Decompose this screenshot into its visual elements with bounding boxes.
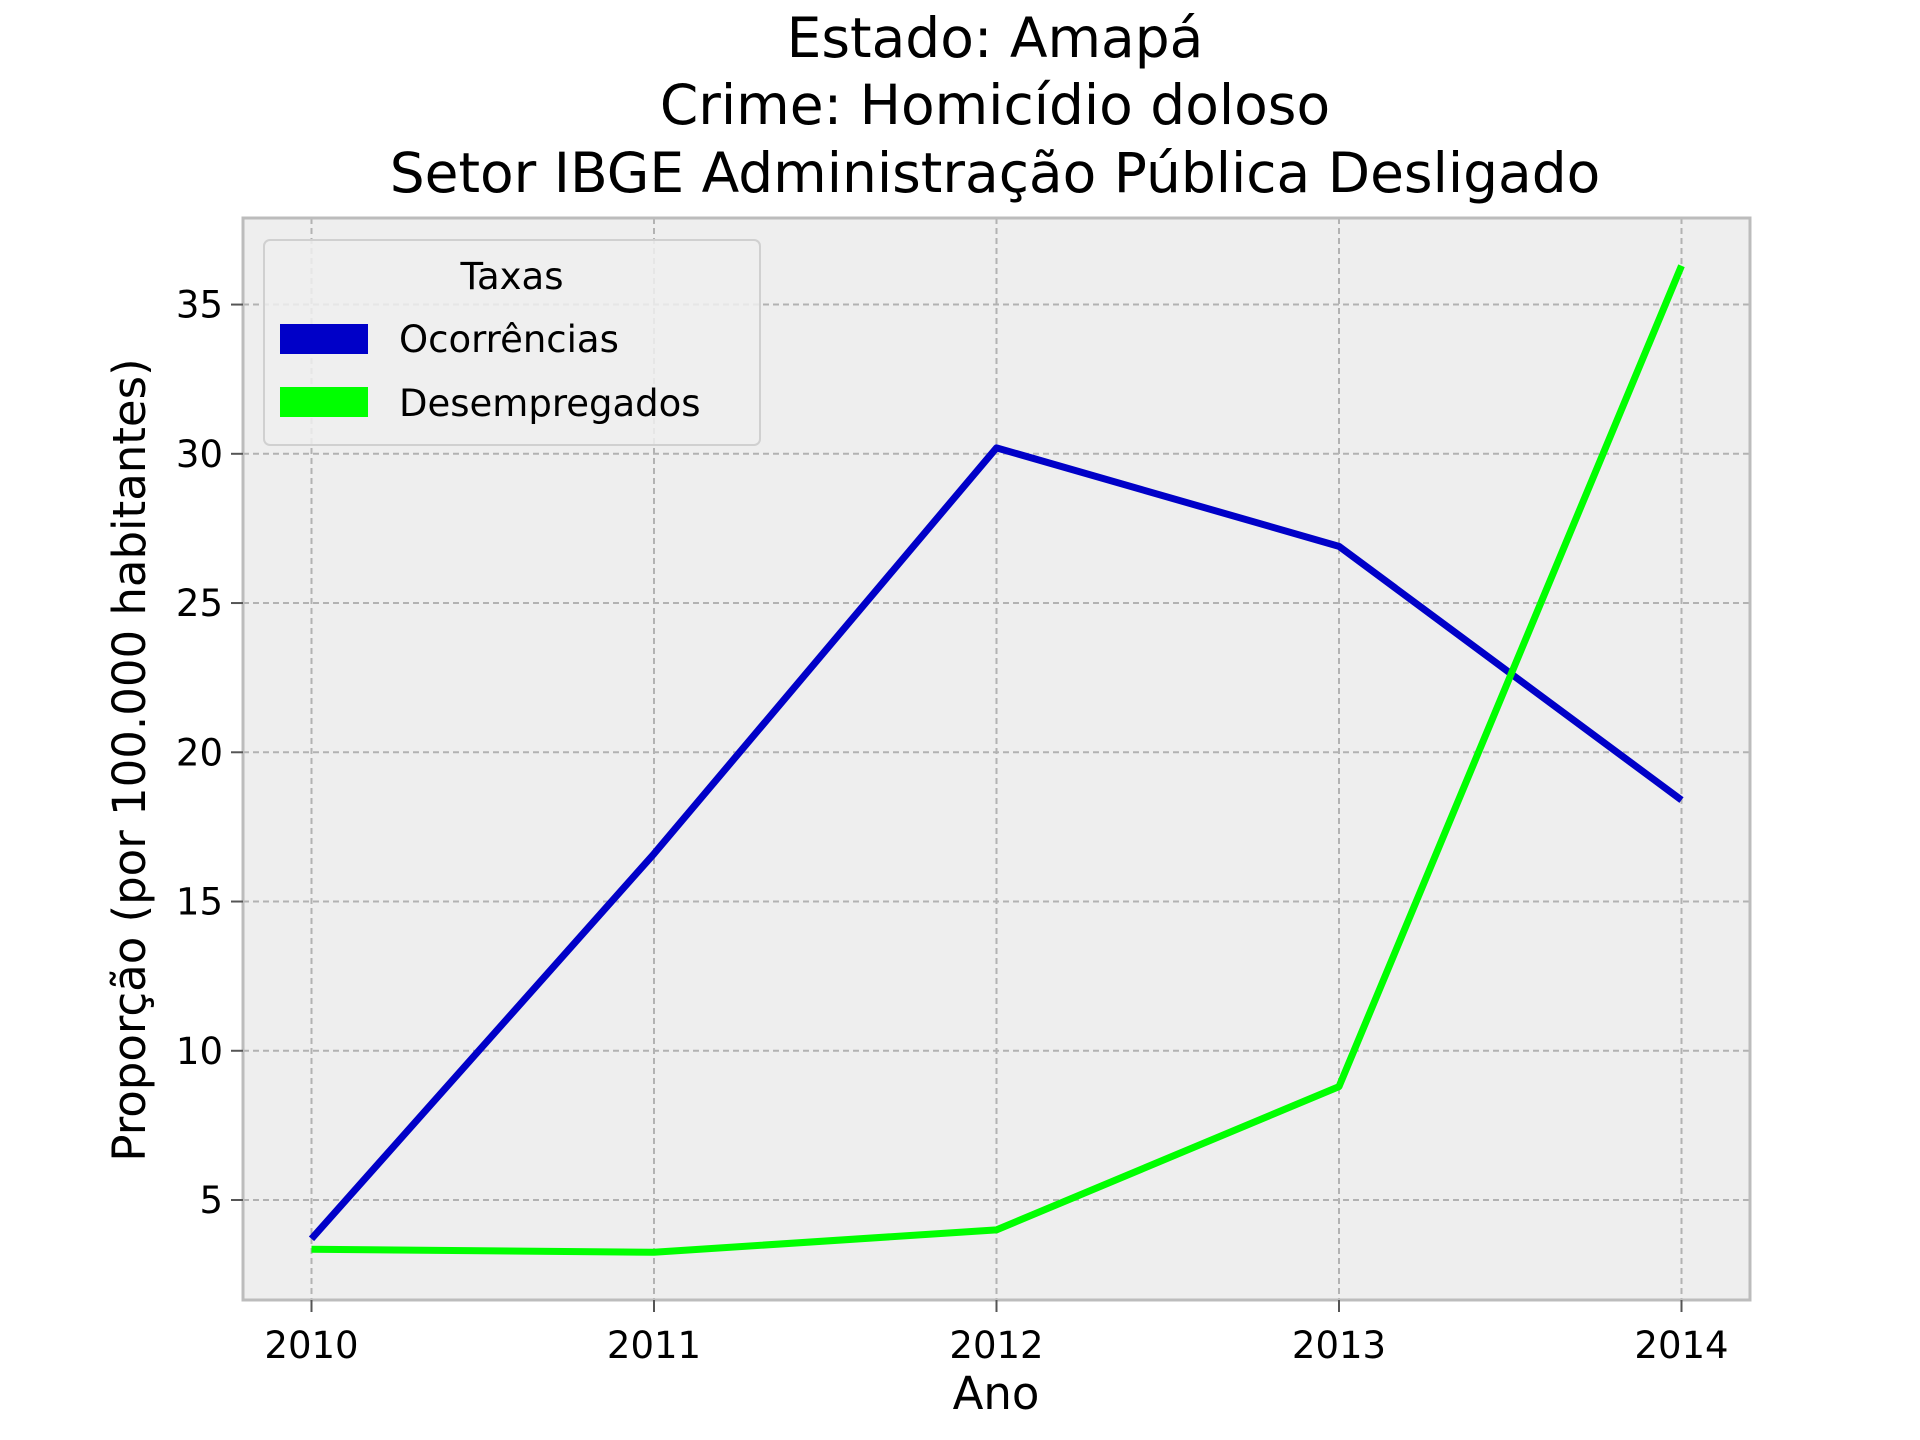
y-tick-label: 15: [176, 881, 223, 924]
x-tick-label: 2011: [607, 1324, 701, 1367]
title-line-1: Estado: Amapá: [787, 6, 1204, 70]
series-lines: [308, 264, 1685, 1256]
x-ticks: 2010 2011 2012 2013 2014: [264, 1300, 1729, 1367]
grid: [243, 218, 1750, 1300]
legend-swatch-desempregados: [280, 387, 368, 417]
y-tick-label: 25: [176, 582, 223, 625]
legend-label-ocorrencias: Ocorrências: [399, 318, 619, 361]
y-tick-label: 10: [176, 1030, 223, 1073]
x-tick-label: 2014: [1634, 1324, 1728, 1367]
x-tick-label: 2013: [1292, 1324, 1386, 1367]
series-line-ocorrencias: [308, 444, 1684, 1242]
legend: Taxas Ocorrências Desempregados: [263, 239, 761, 446]
legend-label-desempregados: Desempregados: [399, 382, 701, 425]
y-axis-label: Proporção (por 100.000 habitantes): [103, 358, 156, 1161]
legend-swatch-ocorrencias: [280, 324, 368, 354]
series-line-desempregados: [311, 264, 1685, 1256]
legend-title: Taxas: [460, 255, 564, 298]
x-tick-label: 2010: [264, 1324, 358, 1367]
y-tick-label: 30: [176, 433, 223, 476]
chart-title: Estado: Amapá Crime: Homicídio doloso Se…: [390, 6, 1601, 205]
legend-box: [263, 239, 761, 446]
y-ticks: 5 10 15 20 25 30 35: [176, 284, 243, 1222]
y-tick-label: 5: [199, 1179, 223, 1222]
y-tick-label: 20: [176, 731, 223, 774]
title-line-3: Setor IBGE Administração Pública Desliga…: [390, 141, 1601, 205]
x-axis-label: Ano: [953, 1367, 1040, 1420]
title-line-2: Crime: Homicídio doloso: [660, 73, 1330, 137]
y-tick-label: 35: [176, 284, 223, 327]
x-tick-label: 2012: [949, 1324, 1043, 1367]
